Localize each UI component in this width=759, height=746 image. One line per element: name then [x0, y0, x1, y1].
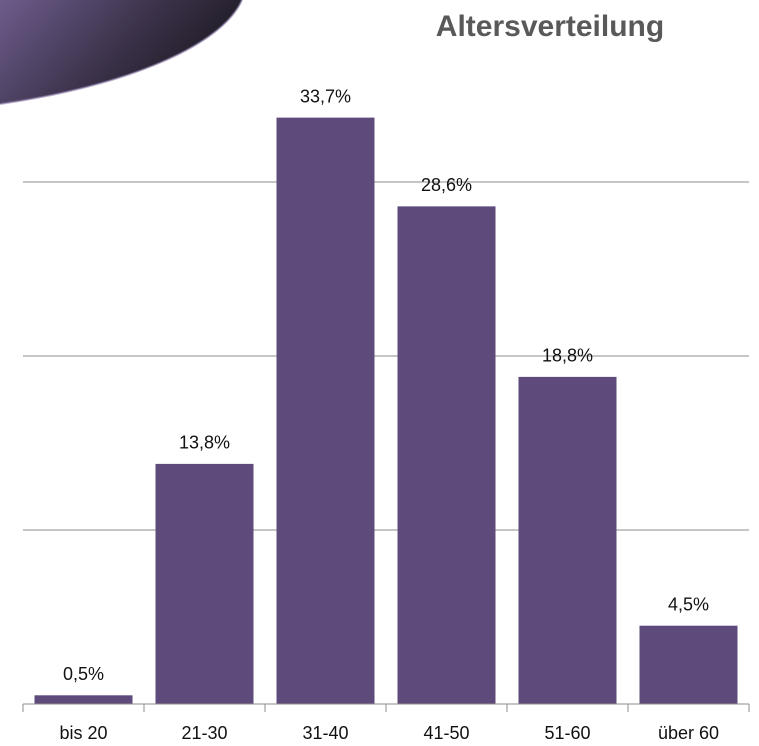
x-tick-label: bis 20: [59, 723, 107, 743]
x-tick-label: 51-60: [544, 723, 590, 743]
data-label: 4,5%: [668, 594, 709, 614]
bar: [155, 463, 254, 704]
decoration: [0, 0, 242, 104]
bar: [34, 695, 133, 704]
bar: [397, 206, 496, 705]
data-label: 18,8%: [542, 346, 593, 366]
data-label: 13,8%: [179, 433, 230, 453]
x-tick-label: 31-40: [302, 723, 348, 743]
data-label: 33,7%: [300, 86, 351, 106]
plot-area: bis 20 0,5% 21-30 13,8% 31-40 33,7% 41-50 28,6%…: [22, 86, 750, 743]
bar: [639, 625, 738, 704]
chart-title: Altersverteilung: [436, 10, 664, 43]
x-tick-label: 41-50: [423, 723, 469, 743]
bar: [518, 376, 617, 704]
x-tick-label: 21-30: [181, 723, 227, 743]
bar: [276, 117, 375, 705]
x-tick-label: über 60: [658, 723, 719, 743]
data-label: 0,5%: [63, 664, 104, 684]
decoration-rim: [0, 0, 243, 105]
data-label: 28,6%: [421, 175, 472, 195]
